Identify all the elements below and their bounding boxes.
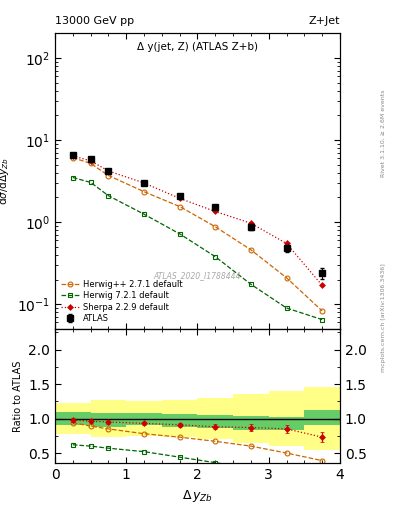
Sherpa 2.2.9 default (248, 220, 253, 226)
Text: Rivet 3.1.10, ≥ 2.6M events: Rivet 3.1.10, ≥ 2.6M events (381, 90, 386, 177)
Sherpa 2.2.9 default (320, 282, 325, 288)
Herwig 7.2.1 default (320, 316, 325, 323)
Herwig++ 2.7.1 default (142, 188, 147, 195)
Herwig++ 2.7.1 default (70, 155, 75, 161)
Herwig 7.2.1 default (213, 253, 218, 260)
Line: Sherpa 2.2.9 default: Sherpa 2.2.9 default (71, 154, 324, 287)
Sherpa 2.2.9 default (284, 241, 289, 247)
Herwig 7.2.1 default (88, 179, 93, 185)
Y-axis label: d$\sigma$/d$\Delta y_{Zb}$: d$\sigma$/d$\Delta y_{Zb}$ (0, 157, 11, 205)
Text: 13000 GeV pp: 13000 GeV pp (55, 16, 134, 26)
X-axis label: $\Delta\,y_{Zb}$: $\Delta\,y_{Zb}$ (182, 488, 213, 504)
Sherpa 2.2.9 default (70, 153, 75, 159)
Herwig 7.2.1 default (248, 281, 253, 287)
Text: Δ y(jet, Z) (ATLAS Z+b): Δ y(jet, Z) (ATLAS Z+b) (137, 42, 258, 52)
Text: ATLAS_2020_I1788444: ATLAS_2020_I1788444 (154, 271, 241, 280)
Text: mcplots.cern.ch [arXiv:1306.3436]: mcplots.cern.ch [arXiv:1306.3436] (381, 263, 386, 372)
Herwig++ 2.7.1 default (213, 224, 218, 230)
Line: Herwig++ 2.7.1 default: Herwig++ 2.7.1 default (70, 155, 325, 313)
Herwig 7.2.1 default (106, 193, 111, 199)
Legend: Herwig++ 2.7.1 default, Herwig 7.2.1 default, Sherpa 2.2.9 default, ATLAS: Herwig++ 2.7.1 default, Herwig 7.2.1 def… (57, 276, 185, 327)
Herwig++ 2.7.1 default (106, 173, 111, 179)
Sherpa 2.2.9 default (142, 180, 147, 186)
Herwig 7.2.1 default (70, 175, 75, 181)
Herwig++ 2.7.1 default (320, 308, 325, 314)
Herwig++ 2.7.1 default (284, 275, 289, 281)
Herwig 7.2.1 default (177, 231, 182, 237)
Herwig++ 2.7.1 default (177, 203, 182, 209)
Sherpa 2.2.9 default (106, 168, 111, 174)
Herwig 7.2.1 default (284, 305, 289, 311)
Herwig++ 2.7.1 default (88, 160, 93, 166)
Sherpa 2.2.9 default (177, 195, 182, 201)
Y-axis label: Ratio to ATLAS: Ratio to ATLAS (13, 360, 23, 432)
Sherpa 2.2.9 default (213, 208, 218, 215)
Line: Herwig 7.2.1 default: Herwig 7.2.1 default (70, 175, 325, 322)
Herwig 7.2.1 default (142, 211, 147, 217)
Text: Z+Jet: Z+Jet (309, 16, 340, 26)
Sherpa 2.2.9 default (88, 158, 93, 164)
Herwig++ 2.7.1 default (248, 247, 253, 253)
